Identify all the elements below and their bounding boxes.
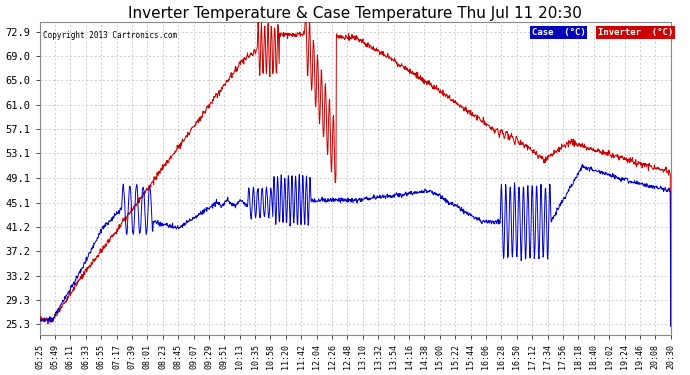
Text: Case  (°C): Case (°C)	[532, 28, 586, 37]
Text: Inverter  (°C): Inverter (°C)	[598, 28, 673, 37]
Title: Inverter Temperature & Case Temperature Thu Jul 11 20:30: Inverter Temperature & Case Temperature …	[128, 6, 582, 21]
Text: Copyright 2013 Cartronics.com: Copyright 2013 Cartronics.com	[43, 31, 177, 40]
